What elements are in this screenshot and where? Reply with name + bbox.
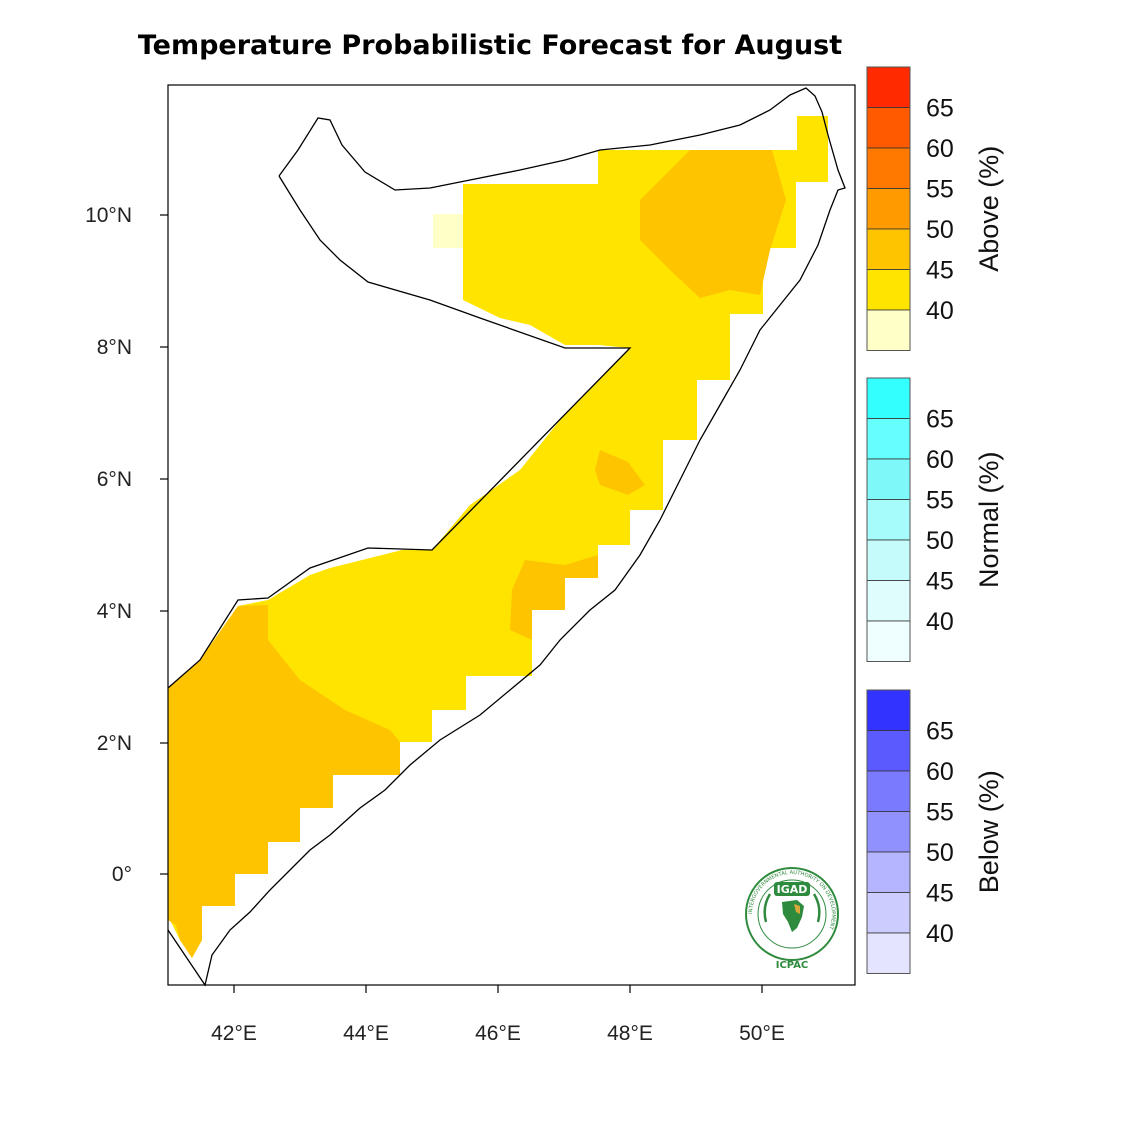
forecast-region-45-50-southwest <box>168 605 400 958</box>
coastline <box>167 87 846 987</box>
colorbar-frame <box>866 377 911 662</box>
colorbars: 65 60 55 50 45 40 Above (%) 65 60 55 50 45 40 Normal… <box>866 66 1004 974</box>
colorbar-swatch <box>866 689 911 731</box>
colorbar-label: 60 <box>926 135 954 163</box>
colorbar-title: Above (%) <box>974 146 1004 272</box>
somalia-border-outline <box>167 87 846 987</box>
colorbar-swatch <box>866 811 911 853</box>
colorbar-title: Below (%) <box>974 770 1004 893</box>
colorbar-swatch <box>866 770 911 812</box>
axis-ticks <box>160 214 763 993</box>
forecast-region-45-50-northeast <box>640 150 786 298</box>
colorbar-swatch <box>866 66 911 108</box>
colorbar-swatch <box>866 377 911 419</box>
colorbar-label: 55 <box>926 799 954 827</box>
colorbar-label: 45 <box>926 257 954 285</box>
colorbar-swatch <box>866 580 911 622</box>
colorbar-label: 50 <box>926 216 954 244</box>
colorbar-swatch <box>866 458 911 500</box>
colorbar-swatch <box>866 269 911 311</box>
x-tick-label: 42°E <box>211 1022 257 1045</box>
igad-icpac-logo: INTERGOVERNMENTAL AUTHORITY ON DEVELOPME… <box>745 867 839 971</box>
colorbar-label: 40 <box>926 920 954 948</box>
colorbar-label: 40 <box>926 297 954 325</box>
colorbar-swatch <box>866 499 911 541</box>
x-tick-label: 48°E <box>607 1022 653 1045</box>
colorbar-swatch <box>866 228 911 270</box>
colorbar-swatch <box>866 188 911 230</box>
colorbar-swatch <box>866 851 911 893</box>
colorbar-label: 65 <box>926 406 954 434</box>
colorbar-frame <box>866 66 911 351</box>
y-tick-label: 0° <box>112 863 132 886</box>
colorbar-below: 65 60 55 50 45 40 Below (%) <box>866 689 1004 974</box>
y-tick-labels: 10°N 8°N 6°N 4°N 2°N 0° <box>85 204 132 886</box>
colorbar-swatch <box>866 107 911 149</box>
x-tick-label: 50°E <box>739 1022 785 1045</box>
colorbar-swatch <box>866 730 911 772</box>
svg-text:ICPAC: ICPAC <box>776 960 809 971</box>
colorbar-label: 40 <box>926 608 954 636</box>
forecast-fill <box>168 116 828 958</box>
colorbar-label: 65 <box>926 95 954 123</box>
colorbar-swatch <box>866 620 911 662</box>
y-tick-label: 10°N <box>85 204 132 227</box>
colorbar-label: 60 <box>926 446 954 474</box>
colorbar-label: 45 <box>926 568 954 596</box>
colorbar-label: 55 <box>926 176 954 204</box>
x-tick-label: 44°E <box>343 1022 389 1045</box>
colorbar-title: Normal (%) <box>974 451 1004 588</box>
colorbar-swatch <box>866 539 911 581</box>
svg-text:IGAD: IGAD <box>777 883 808 896</box>
colorbar-swatch <box>866 309 911 351</box>
colorbar-swatch <box>866 892 911 934</box>
colorbar-label: 50 <box>926 839 954 867</box>
colorbar-label: 50 <box>926 527 954 555</box>
colorbar-label: 65 <box>926 718 954 746</box>
ethiopia-somalia-border <box>167 175 632 689</box>
forecast-region-45-50-east <box>510 555 598 640</box>
y-tick-label: 4°N <box>97 600 132 623</box>
map-title: Temperature Probabilistic Forecast for A… <box>137 30 843 61</box>
y-tick-label: 6°N <box>97 468 132 491</box>
x-tick-labels: 42°E 44°E 46°E 48°E 50°E <box>211 1022 785 1045</box>
colorbar-swatch <box>866 147 911 189</box>
colorbar-swatch <box>866 418 911 460</box>
colorbar-frame <box>866 689 911 974</box>
colorbar-above: 65 60 55 50 45 40 Above (%) <box>866 66 1004 351</box>
colorbar-swatch <box>866 932 911 974</box>
plot-frame <box>167 84 856 986</box>
y-tick-label: 2°N <box>97 732 132 755</box>
colorbar-normal: 65 60 55 50 45 40 Normal (%) <box>866 377 1004 662</box>
colorbar-label: 60 <box>926 758 954 786</box>
x-tick-label: 46°E <box>475 1022 521 1045</box>
forecast-region-45-50-central <box>595 450 645 495</box>
colorbar-label: 55 <box>926 487 954 515</box>
colorbar-label: 45 <box>926 880 954 908</box>
y-tick-label: 8°N <box>97 336 132 359</box>
